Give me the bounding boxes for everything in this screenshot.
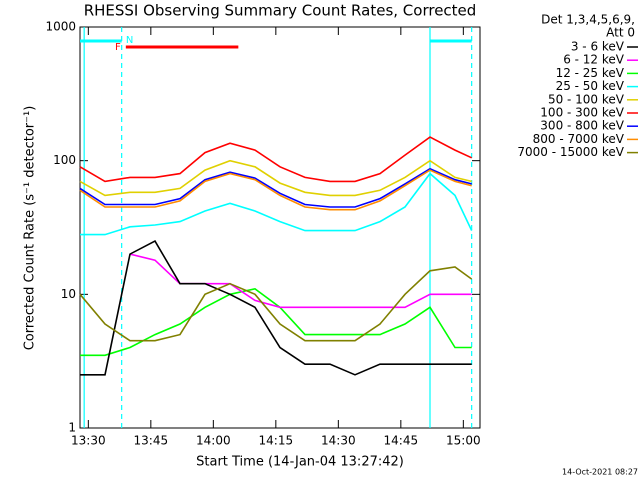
y-axis-title: Corrected Count Rate (s⁻¹ detector⁻¹) <box>23 106 38 351</box>
x-tick-label: 14:45 <box>384 434 419 448</box>
legend-header: Att 0 <box>606 26 635 40</box>
legend-label: 100 - 300 keV <box>540 106 624 120</box>
legend-label: 12 - 25 keV <box>556 66 625 80</box>
series-line <box>80 240 472 376</box>
y-tick-label: 1000 <box>45 20 76 34</box>
series-line <box>79 167 472 208</box>
legend-label: 6 - 12 keV <box>563 53 625 67</box>
series-line <box>79 136 473 183</box>
legend-label: 800 - 7000 keV <box>533 132 625 146</box>
series-line <box>80 172 473 236</box>
x-tick-label: 14:15 <box>259 434 294 448</box>
x-tick-label: 14:00 <box>196 434 231 448</box>
x-tick-label: 15:00 <box>446 434 481 448</box>
y-tick-label: 1 <box>68 421 76 435</box>
legend-label: 3 - 6 keV <box>571 40 625 54</box>
x-tick-label: 13:45 <box>134 434 169 448</box>
x-tick-label: 14:30 <box>321 434 356 448</box>
legend-label: 50 - 100 keV <box>548 92 625 106</box>
legend-header: Det 1,3,4,5,6,9, <box>541 13 635 27</box>
x-axis-title: Start Time (14-Jan-04 13:27:42) <box>196 455 404 470</box>
series-line <box>79 266 473 342</box>
y-tick-label: 100 <box>53 153 76 167</box>
x-tick-label: 13:30 <box>71 434 106 448</box>
footer: 14-Oct-2021 08:27 <box>562 468 638 477</box>
legend-label: 25 - 50 keV <box>556 79 625 93</box>
plot-frame <box>79 26 481 429</box>
legend-label: 300 - 800 keV <box>540 119 624 133</box>
series-line <box>80 287 472 357</box>
series-line <box>79 159 472 197</box>
y-tick-label: 10 <box>61 287 76 301</box>
series-line <box>79 169 472 211</box>
legend-label: 7000 - 15000 keV <box>517 145 624 159</box>
flag-label: N <box>126 35 133 46</box>
chart-title: RHESSI Observing Summary Count Rates, Co… <box>84 2 477 20</box>
flag-label: F <box>115 42 121 53</box>
